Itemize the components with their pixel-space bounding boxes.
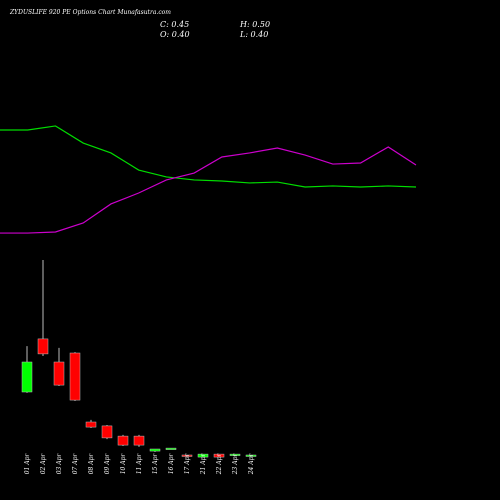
x-tick-label: 16 Apr xyxy=(168,453,175,475)
chart-title: ZYDUSLIFE 920 PE Options Chart Munafasut… xyxy=(9,9,171,16)
candle-body xyxy=(181,454,193,457)
x-tick-label: 15 Apr xyxy=(152,453,159,475)
candle-body xyxy=(245,454,257,457)
candle-body xyxy=(165,447,177,450)
high-label: H: 0.50 xyxy=(239,20,270,29)
candle-body xyxy=(85,421,97,428)
x-tick-label: 09 Apr xyxy=(104,453,111,475)
candle-body xyxy=(69,352,81,401)
low-label: L: 0.40 xyxy=(239,30,268,39)
candle-body xyxy=(213,453,225,458)
candle-body xyxy=(21,361,33,393)
x-tick-label: 21 Apr xyxy=(200,453,207,476)
x-tick-label: 22 Apr xyxy=(216,453,223,476)
x-tick-label: 02 Apr xyxy=(40,453,47,475)
x-tick-label: 07 Apr xyxy=(72,453,79,475)
candle-body xyxy=(117,435,129,446)
x-tick-label: 10 Apr xyxy=(120,453,127,475)
line-series xyxy=(0,146,417,234)
candle-body xyxy=(53,361,65,386)
open-label: O: 0.40 xyxy=(160,30,190,39)
x-tick-label: 03 Apr xyxy=(56,453,63,475)
x-tick-label: 23 Apr xyxy=(232,453,239,476)
x-tick-label: 24 Apr xyxy=(248,453,255,476)
candle-body xyxy=(101,425,113,439)
candle-body xyxy=(229,453,241,456)
candle-body xyxy=(149,448,161,452)
line-series xyxy=(0,125,417,188)
close-label: C: 0.45 xyxy=(160,20,189,29)
candle-body xyxy=(197,453,209,458)
x-tick-label: 01 Apr xyxy=(24,453,31,475)
x-tick-label: 17 Apr xyxy=(184,453,191,475)
x-tick-label: 08 Apr xyxy=(88,453,95,475)
x-tick-label: 11 Apr xyxy=(136,453,143,475)
candle-body xyxy=(133,435,145,446)
candle-body xyxy=(37,338,49,355)
